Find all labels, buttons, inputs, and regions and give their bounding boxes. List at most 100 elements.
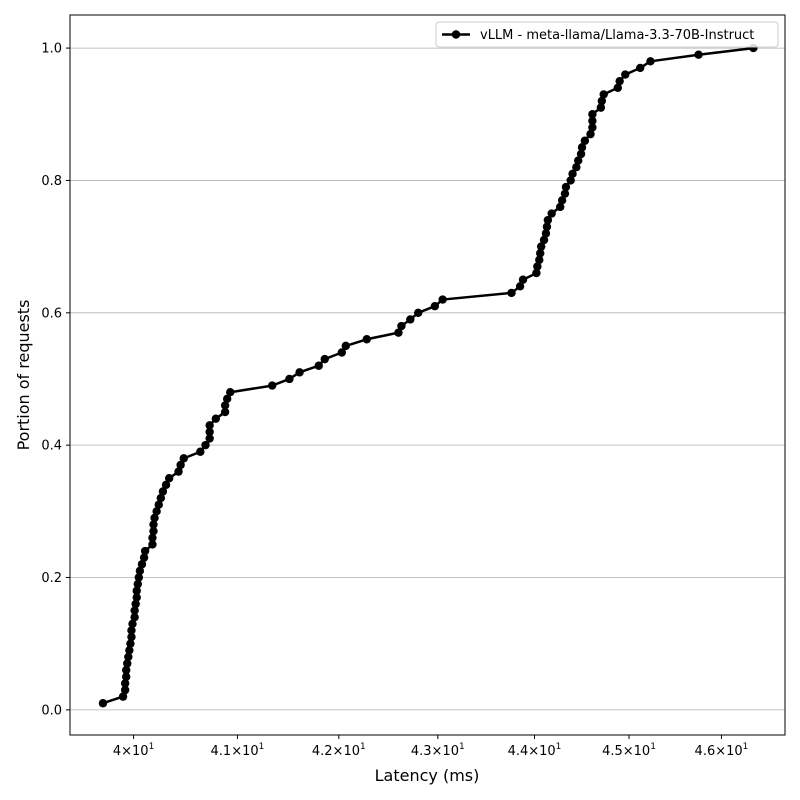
data-point <box>572 163 581 172</box>
y-tick-label: 0.0 <box>41 703 62 718</box>
legend-label: vLLM - meta-llama/Llama-3.3-70B-Instruct <box>480 28 754 43</box>
data-point <box>267 381 277 390</box>
plot-frame <box>69 14 786 736</box>
data-point <box>541 229 551 238</box>
data-point <box>580 136 590 145</box>
data-point <box>120 679 130 688</box>
data-point <box>205 427 214 437</box>
data-point <box>128 619 137 629</box>
y-tick-label: 0.4 <box>41 439 62 454</box>
data-point <box>122 672 131 681</box>
data-point <box>132 593 141 602</box>
data-point <box>158 487 168 496</box>
x-axis-ticks: 4×101 4.1×101 4.2×101 4.3×101 4.4×101 4.5×101… <box>113 735 749 759</box>
data-point <box>164 474 174 483</box>
data-point <box>98 699 108 708</box>
data-point <box>588 110 597 119</box>
data-point <box>542 222 552 231</box>
data-point <box>127 632 136 642</box>
data-point <box>362 335 371 344</box>
data-point <box>596 103 606 112</box>
data-point <box>152 507 161 516</box>
data-point <box>532 268 541 278</box>
data-point <box>539 235 549 245</box>
x-tick-label: 4.3×101 <box>411 742 465 759</box>
data-point <box>394 328 403 337</box>
data-point <box>588 123 597 132</box>
data-point <box>588 116 597 126</box>
data-point <box>150 513 159 523</box>
x-tick-label: 4.2×101 <box>312 742 366 759</box>
data-point <box>196 447 205 456</box>
x-axis-label: Latency (ms) <box>375 766 480 785</box>
y-axis-label: Portion of requests <box>14 300 33 451</box>
data-point <box>518 275 528 284</box>
data-point <box>134 573 144 582</box>
data-point <box>156 493 166 503</box>
x-tick-label: 4.1×101 <box>211 742 265 759</box>
data-point <box>123 659 132 668</box>
y-tick-label: 0.6 <box>41 306 62 321</box>
data-point <box>131 599 140 609</box>
data-point <box>135 566 145 576</box>
data-point <box>205 421 214 430</box>
data-point <box>205 434 214 443</box>
data-point <box>533 262 542 271</box>
data-point <box>174 467 183 476</box>
data-point <box>337 348 347 357</box>
y-tick-label: 0.2 <box>41 571 62 586</box>
data-point <box>133 579 142 589</box>
data-point <box>320 354 329 364</box>
data-point <box>560 189 570 198</box>
data-point <box>507 288 516 298</box>
data-point <box>220 401 230 410</box>
data-point <box>211 414 221 423</box>
data-point <box>536 242 546 251</box>
data-point <box>220 407 230 417</box>
data-point <box>120 685 130 695</box>
data-point <box>140 546 150 556</box>
x-tick-label: 4.6×101 <box>695 742 749 759</box>
data-point <box>139 553 149 562</box>
data-point <box>118 692 128 701</box>
data-point <box>130 606 139 615</box>
data-point <box>543 215 553 225</box>
data-point <box>438 295 447 304</box>
data-point <box>413 308 423 317</box>
data-point <box>615 76 624 86</box>
data-point <box>149 520 158 529</box>
data-point <box>148 540 157 549</box>
legend-box <box>435 21 779 48</box>
x-tick-label: 4×101 <box>113 742 154 759</box>
data-point <box>226 388 235 397</box>
x-tick-label: 4.5×101 <box>602 742 656 759</box>
data-point <box>130 613 139 622</box>
data-point <box>556 202 565 212</box>
data-point <box>341 341 351 351</box>
data-point <box>314 361 323 370</box>
data-point <box>397 321 406 331</box>
data-point <box>636 63 645 73</box>
data-point <box>568 169 577 179</box>
data-point <box>126 639 135 648</box>
data-point <box>148 533 157 542</box>
data-point <box>536 249 545 258</box>
data-point <box>547 209 556 218</box>
data-point <box>149 526 158 536</box>
data-point <box>295 368 304 377</box>
legend: vLLM - meta-llama/Llama-3.3-70B-Instruct <box>435 21 779 48</box>
data-point <box>613 83 622 92</box>
data-point <box>566 176 575 185</box>
data-point <box>599 90 608 99</box>
data-point <box>127 626 136 635</box>
data-point <box>201 440 210 450</box>
data-point <box>285 374 294 384</box>
series-layer <box>98 43 758 708</box>
data-point <box>557 196 567 205</box>
y-tick-label: 1.0 <box>41 42 62 57</box>
data-point <box>646 57 655 66</box>
data-point <box>515 282 525 291</box>
data-point <box>125 646 134 655</box>
data-point <box>430 301 440 311</box>
